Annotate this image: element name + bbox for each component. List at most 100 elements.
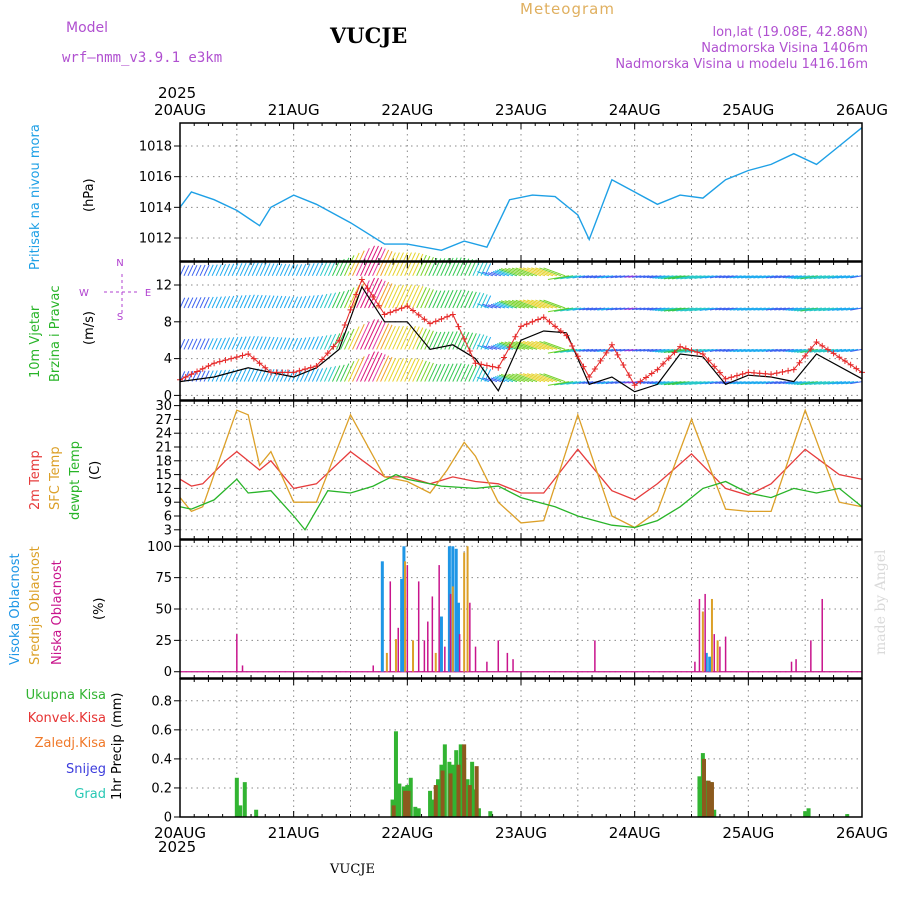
precip-bar: [697, 776, 702, 817]
wind-arrow: [239, 368, 247, 382]
wind-arrow: [699, 275, 714, 279]
wind-arrow: [605, 307, 618, 311]
precip-bar: [706, 780, 711, 817]
y-tick-label: 30: [155, 399, 172, 414]
gust-marker: [705, 357, 712, 364]
wind-arrow: [741, 348, 754, 353]
wind-arrow: [788, 381, 802, 385]
wind-arrow: [778, 275, 790, 279]
wind-arrow: [319, 335, 328, 350]
cloud-bar: [449, 593, 452, 672]
wind-arrow: [187, 338, 194, 350]
wind-arrow: [271, 263, 279, 277]
wind-arrow: [275, 263, 283, 277]
wind-arrow: [586, 348, 598, 352]
wind-arrow: [822, 307, 839, 312]
gust-marker: [381, 311, 388, 318]
wind-arrow: [360, 277, 375, 309]
wind-arrow: [809, 275, 826, 280]
temp-line-2: [179, 473, 863, 531]
wind-arrow: [709, 275, 722, 279]
precip-bar: [845, 814, 850, 817]
wind-arrow: [757, 275, 770, 279]
model-name: wrf—nmm_v3.9.1 e3km: [62, 50, 223, 66]
wind-arrow: [729, 307, 742, 311]
cloud-bar: [400, 578, 404, 672]
wind-arrow: [444, 289, 454, 309]
wind-arrow: [490, 271, 502, 277]
wind-arrow: [315, 262, 324, 277]
y-tick-label: 0.2: [151, 781, 172, 796]
cloud-bar: [389, 581, 392, 672]
wind-arrow: [749, 307, 762, 311]
wind-arrow: [689, 275, 706, 280]
wind-arrow: [680, 307, 698, 312]
wind-arrow: [785, 307, 798, 311]
wind-arrow: [788, 275, 802, 279]
wind-arrow: [791, 307, 806, 312]
wind-arrow: [243, 368, 251, 382]
wind-arrow: [593, 381, 606, 385]
wind-arrow: [448, 289, 458, 309]
y-tick-label: 4: [164, 352, 172, 367]
wind-arrow: [672, 275, 690, 280]
wind-arrow: [818, 307, 835, 312]
cloud-bar: [385, 652, 388, 672]
wind-arrow: [741, 307, 754, 311]
gust-marker: [625, 372, 632, 379]
cloud-bar: [795, 659, 797, 672]
wind-arrow: [448, 363, 458, 382]
wind-arrow: [267, 369, 275, 382]
wind-arrow: [344, 360, 355, 382]
wind-arrow: [476, 334, 485, 350]
wind-arrow: [183, 338, 190, 350]
gust-marker: [671, 349, 678, 356]
wind-arrow: [380, 251, 393, 277]
wind-arrow: [610, 275, 622, 279]
wind-arrow: [827, 381, 843, 385]
precip-bar: [431, 799, 436, 817]
wind-arrow: [323, 366, 332, 382]
cloud-bar: [434, 652, 437, 672]
wind-arrow: [368, 320, 383, 350]
compass-letter: W: [79, 288, 89, 299]
wind-arrow: [424, 330, 434, 350]
cloud-bar: [423, 640, 426, 672]
wind-arrow: [827, 275, 843, 279]
wind-arrow: [578, 348, 590, 352]
pressure-line: [179, 127, 863, 252]
wind-arrow: [291, 296, 299, 309]
gust-marker: [614, 351, 621, 358]
gust-marker: [336, 337, 343, 344]
wind-arrow: [778, 348, 790, 352]
wind-arrow: [519, 267, 542, 277]
wind-arrow: [527, 299, 550, 309]
wind-arrow: [364, 319, 379, 350]
wind-arrow: [392, 358, 404, 382]
wind-arrow: [753, 348, 766, 353]
wind-arrow: [749, 275, 762, 279]
wind-arrow: [601, 275, 614, 279]
wind-arrow: [243, 262, 251, 277]
precip-bar: [416, 808, 421, 817]
y-tick-label: 18: [155, 454, 172, 469]
wind-arrow: [295, 296, 303, 309]
wind-arrow: [632, 275, 642, 278]
legend-frozen-rain: Zaledj.Kisa: [34, 736, 106, 751]
wind-arrow: [554, 381, 574, 386]
wind-arrow: [219, 296, 226, 309]
wind-arrow: [753, 307, 766, 311]
precip-bar: [238, 805, 243, 817]
wind-arrow: [547, 381, 570, 386]
gust-marker: [273, 369, 280, 376]
wind-arrow: [508, 267, 530, 277]
cloud-bar: [466, 546, 469, 672]
wind-arrow: [639, 275, 650, 279]
wind-arrow: [813, 381, 830, 385]
wind-arrow: [235, 295, 243, 309]
legend-conv-rain: Konvek.Kisa: [27, 711, 106, 726]
wind-arrow: [207, 296, 214, 309]
precip-bar: [433, 785, 438, 817]
wind-arrow: [416, 287, 427, 309]
wind-arrow: [761, 307, 774, 311]
